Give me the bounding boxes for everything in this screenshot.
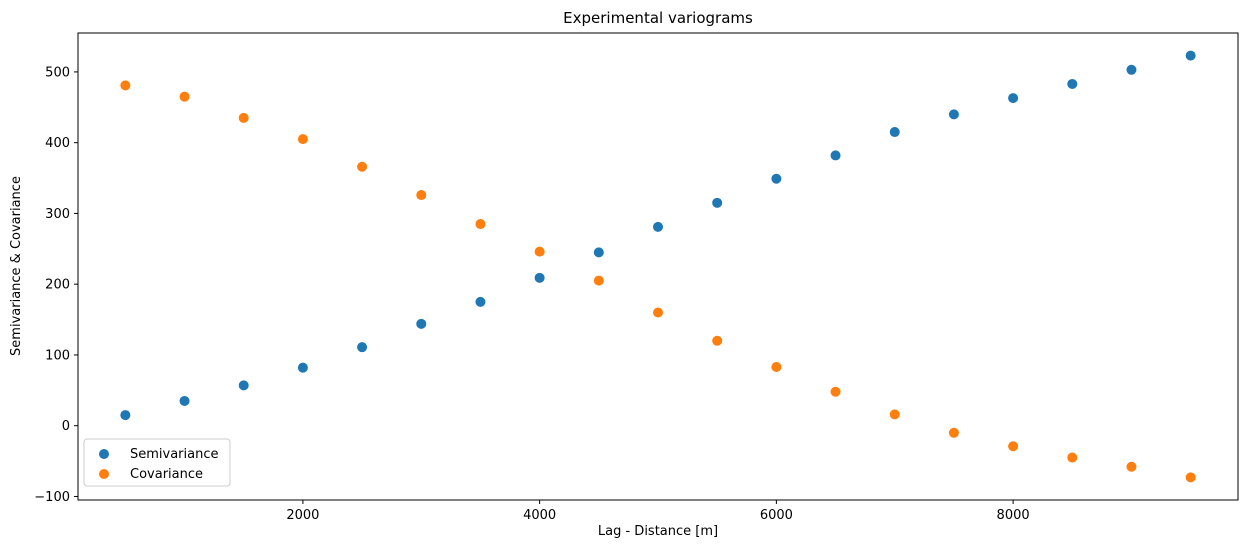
semivariance-point xyxy=(889,127,900,138)
semivariance-point xyxy=(416,318,427,329)
covariance-point xyxy=(475,219,486,230)
covariance-point xyxy=(534,246,545,257)
covariance-point xyxy=(653,307,663,318)
y-tick-label: 500 xyxy=(45,65,70,80)
covariance-point xyxy=(948,427,959,438)
y-axis: −100 0 100 200 300 400 500 xyxy=(34,65,78,505)
chart-title: Experimental variograms xyxy=(563,9,753,27)
semivariance-point xyxy=(830,150,841,161)
covariance-point xyxy=(830,386,841,397)
semivariance-point xyxy=(712,197,723,208)
x-axis-label: Lag - Distance [m] xyxy=(598,524,718,539)
covariance-point xyxy=(297,134,308,145)
semivariance-point xyxy=(1008,93,1019,104)
covariance-point xyxy=(1008,441,1019,452)
semivariance-point xyxy=(297,362,308,373)
legend-label-covariance: Covariance xyxy=(130,467,203,482)
x-tick-label: 4000 xyxy=(523,508,556,523)
semivariance-point xyxy=(771,173,782,184)
covariance-point xyxy=(889,409,900,420)
covariance-point xyxy=(593,275,604,286)
semivariance-point xyxy=(357,342,368,353)
y-tick-label: −100 xyxy=(34,490,70,505)
semivariance-point xyxy=(179,395,190,406)
legend-marker-covariance xyxy=(99,469,109,479)
covariance-point xyxy=(416,190,427,201)
x-tick-label: 6000 xyxy=(760,508,793,523)
legend-box xyxy=(83,438,231,487)
y-tick-label: 0 xyxy=(62,419,70,434)
semivariance-point xyxy=(1185,50,1196,61)
semivariance-point xyxy=(120,410,131,421)
covariance-point xyxy=(1067,452,1078,463)
semivariance-point xyxy=(653,221,663,232)
plot-area xyxy=(77,32,1239,501)
semivariance-point xyxy=(1126,64,1137,75)
covariance-point xyxy=(179,91,190,102)
y-tick-label: 100 xyxy=(45,348,70,363)
legend: Semivariance Covariance xyxy=(83,438,231,487)
covariance-point xyxy=(357,161,368,172)
x-axis: 2000 4000 6000 8000 xyxy=(286,500,1030,523)
y-axis-label: Semivariance & Covariance xyxy=(9,176,24,356)
covariance-point xyxy=(771,361,782,372)
y-tick-label: 300 xyxy=(45,207,70,222)
semivariance-point xyxy=(475,296,486,307)
y-tick-label: 200 xyxy=(45,278,70,293)
legend-marker-semivariance xyxy=(99,449,109,459)
data-points xyxy=(120,50,1196,483)
covariance-point xyxy=(1126,461,1137,472)
x-tick-label: 8000 xyxy=(997,508,1030,523)
covariance-point xyxy=(1185,472,1196,483)
semivariance-point xyxy=(238,380,249,391)
covariance-point xyxy=(238,112,249,123)
semivariance-point xyxy=(593,247,604,258)
plot-frame xyxy=(77,32,1239,501)
semivariance-point xyxy=(534,272,545,283)
x-tick-label: 2000 xyxy=(286,508,319,523)
legend-label-semivariance: Semivariance xyxy=(130,447,219,462)
covariance-point xyxy=(712,335,723,346)
semivariance-point xyxy=(1067,78,1078,89)
covariance-point xyxy=(120,80,131,91)
y-tick-label: 400 xyxy=(45,136,70,151)
semivariance-point xyxy=(948,109,959,120)
